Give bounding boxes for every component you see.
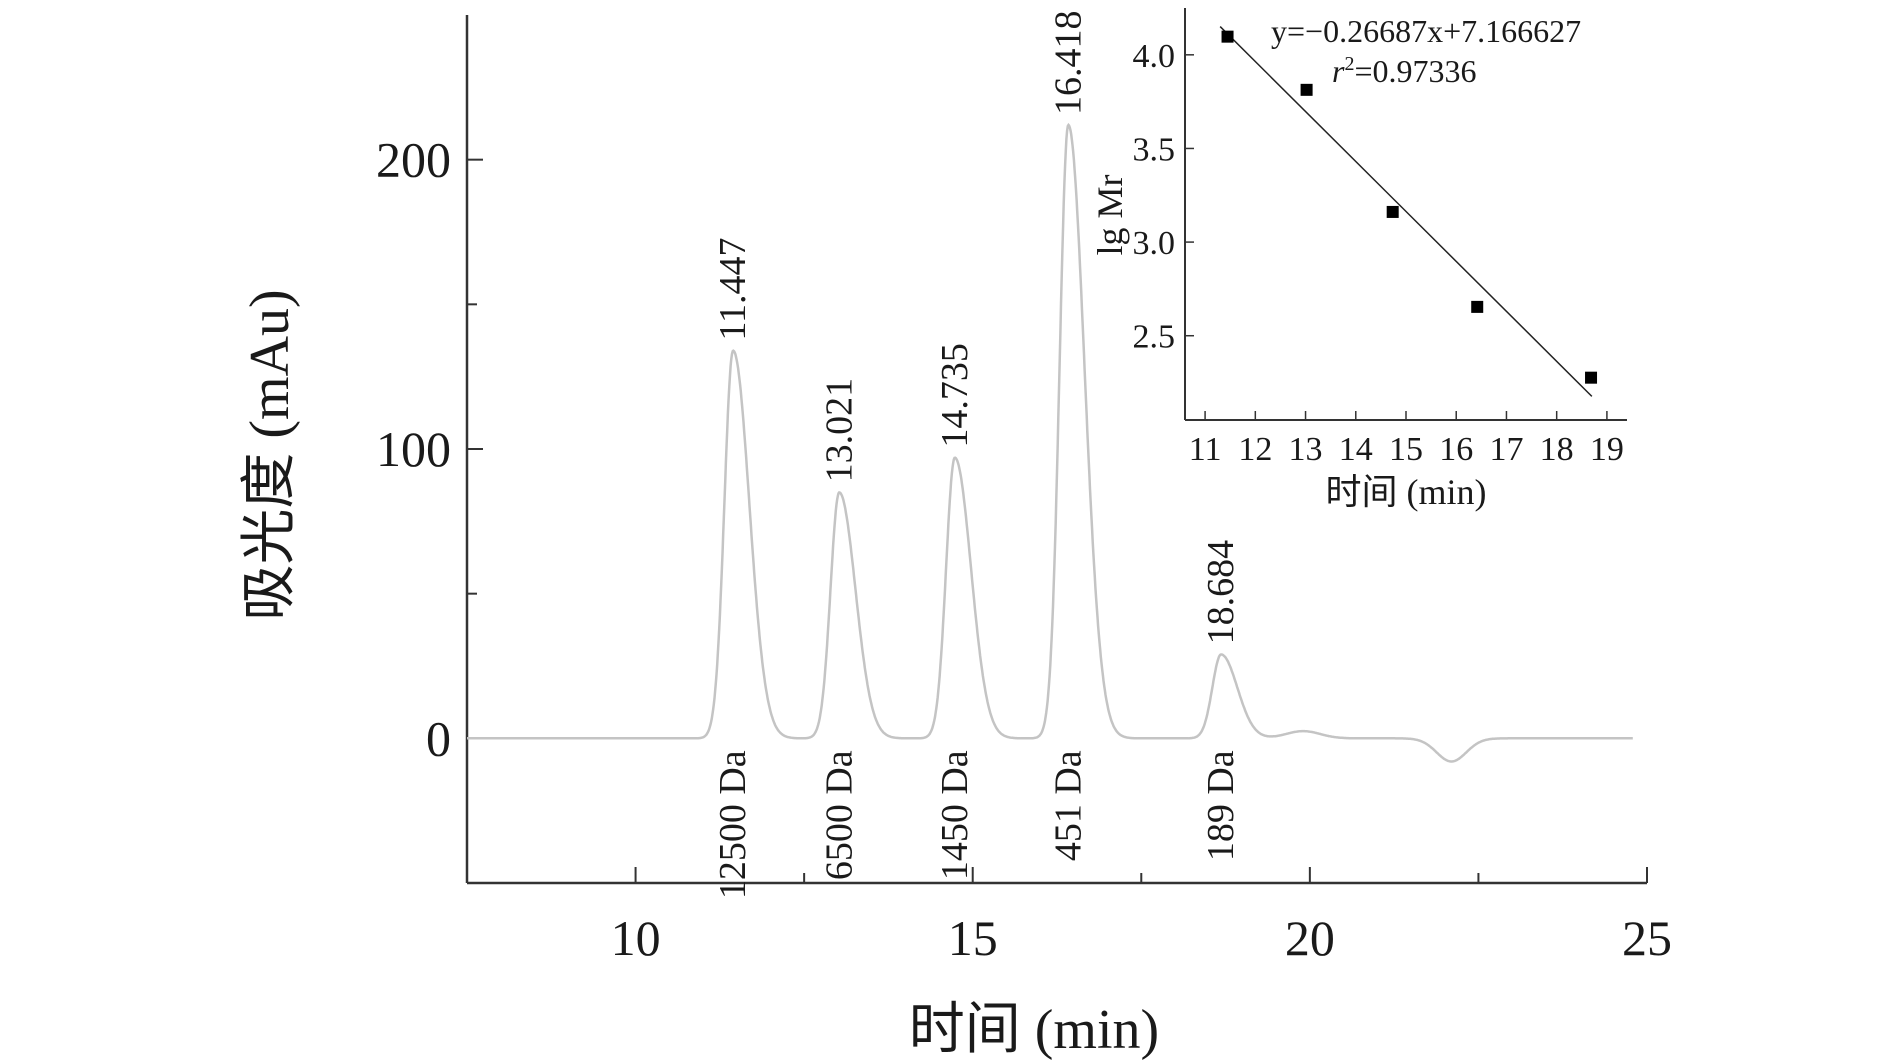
main-tick-labels: 10 15 20 25 0 100 200 [376,132,1672,966]
calibration-point [1585,371,1598,384]
calibration-point [1221,30,1234,43]
inset-y-tick-label: 2.5 [1133,319,1176,356]
peak-retention-time-label: 11.447 [712,238,754,341]
chromatogram-line [467,122,1633,763]
main-y-tick-label: 0 [426,710,451,766]
main-x-tick-label: 25 [1622,910,1672,966]
inset-x-tick-label: 19 [1590,431,1624,468]
peak-retention-time-label: 14.735 [934,343,976,448]
main-y-axis-label: 吸光度 (mAu) [239,289,301,620]
inset-x-axis-label: 时间 (min) [1326,472,1487,512]
main-y-tick-label: 100 [376,421,451,477]
inset-axes [1184,8,1627,421]
main-chromatogram-chart: 10 15 20 25 0 100 200 11.447 12500 Da 13.021 6500… [239,10,1672,1061]
inset-x-tick-label: 11 [1189,431,1222,468]
r-squared-value: =0.97336 [1354,53,1476,89]
peak-mass-label: 189 Da [1200,750,1242,861]
inset-y-tick-label: 3.0 [1133,225,1176,262]
peak-mass-label: 6500 Da [818,750,860,880]
inset-x-tick-label: 14 [1339,431,1373,468]
regression-line [1219,26,1593,397]
main-x-tick-label: 10 [611,910,661,966]
chromatogram-trace [467,122,1633,763]
calibration-point [1300,83,1313,96]
peak-retention-time-label: 16.418 [1047,10,1089,115]
r-exponent: 2 [1344,53,1354,75]
fit-equation: y=−0.26687x+7.166627 [1271,13,1581,49]
inset-x-tick-label: 18 [1540,431,1574,468]
r-symbol: r [1332,53,1345,89]
inset-y-tick-label: 3.5 [1133,131,1176,168]
main-x-tick-label: 15 [948,910,998,966]
calibration-inset-chart: 11 12 13 14 15 16 17 18 19 2.5 3.0 3.5 4.0 y=−0.2668… [1090,8,1627,512]
peak-labels: 11.447 12500 Da 13.021 6500 Da 14.735 1450 Da… [712,10,1242,899]
inset-x-tick-label: 15 [1389,431,1423,468]
calibration-point [1471,300,1484,313]
main-x-axis-label: 时间 (min) [909,999,1159,1061]
peak-mass-label: 451 Da [1047,750,1089,861]
calibration-point [1386,205,1399,218]
main-x-tick-label: 20 [1285,910,1335,966]
inset-tick-labels: 11 12 13 14 15 16 17 18 19 2.5 3.0 3.5 4.0 [1133,38,1624,468]
inset-fit-line [1219,26,1593,397]
peak-mass-label: 12500 Da [712,750,754,899]
peak-retention-time-label: 13.021 [818,378,860,483]
fit-r-squared: r2=0.97336 [1332,53,1477,89]
inset-x-tick-label: 13 [1289,431,1323,468]
inset-y-tick-label: 4.0 [1133,38,1176,75]
inset-x-tick-label: 17 [1489,431,1523,468]
peak-retention-time-label: 18.684 [1200,540,1242,645]
inset-x-tick-label: 12 [1238,431,1272,468]
inset-y-axis-label: lg Mr [1090,174,1130,255]
peak-mass-label: 1450 Da [934,750,976,880]
inset-x-tick-label: 16 [1439,431,1473,468]
main-y-tick-label: 200 [376,132,451,188]
inset-points [1221,30,1598,384]
